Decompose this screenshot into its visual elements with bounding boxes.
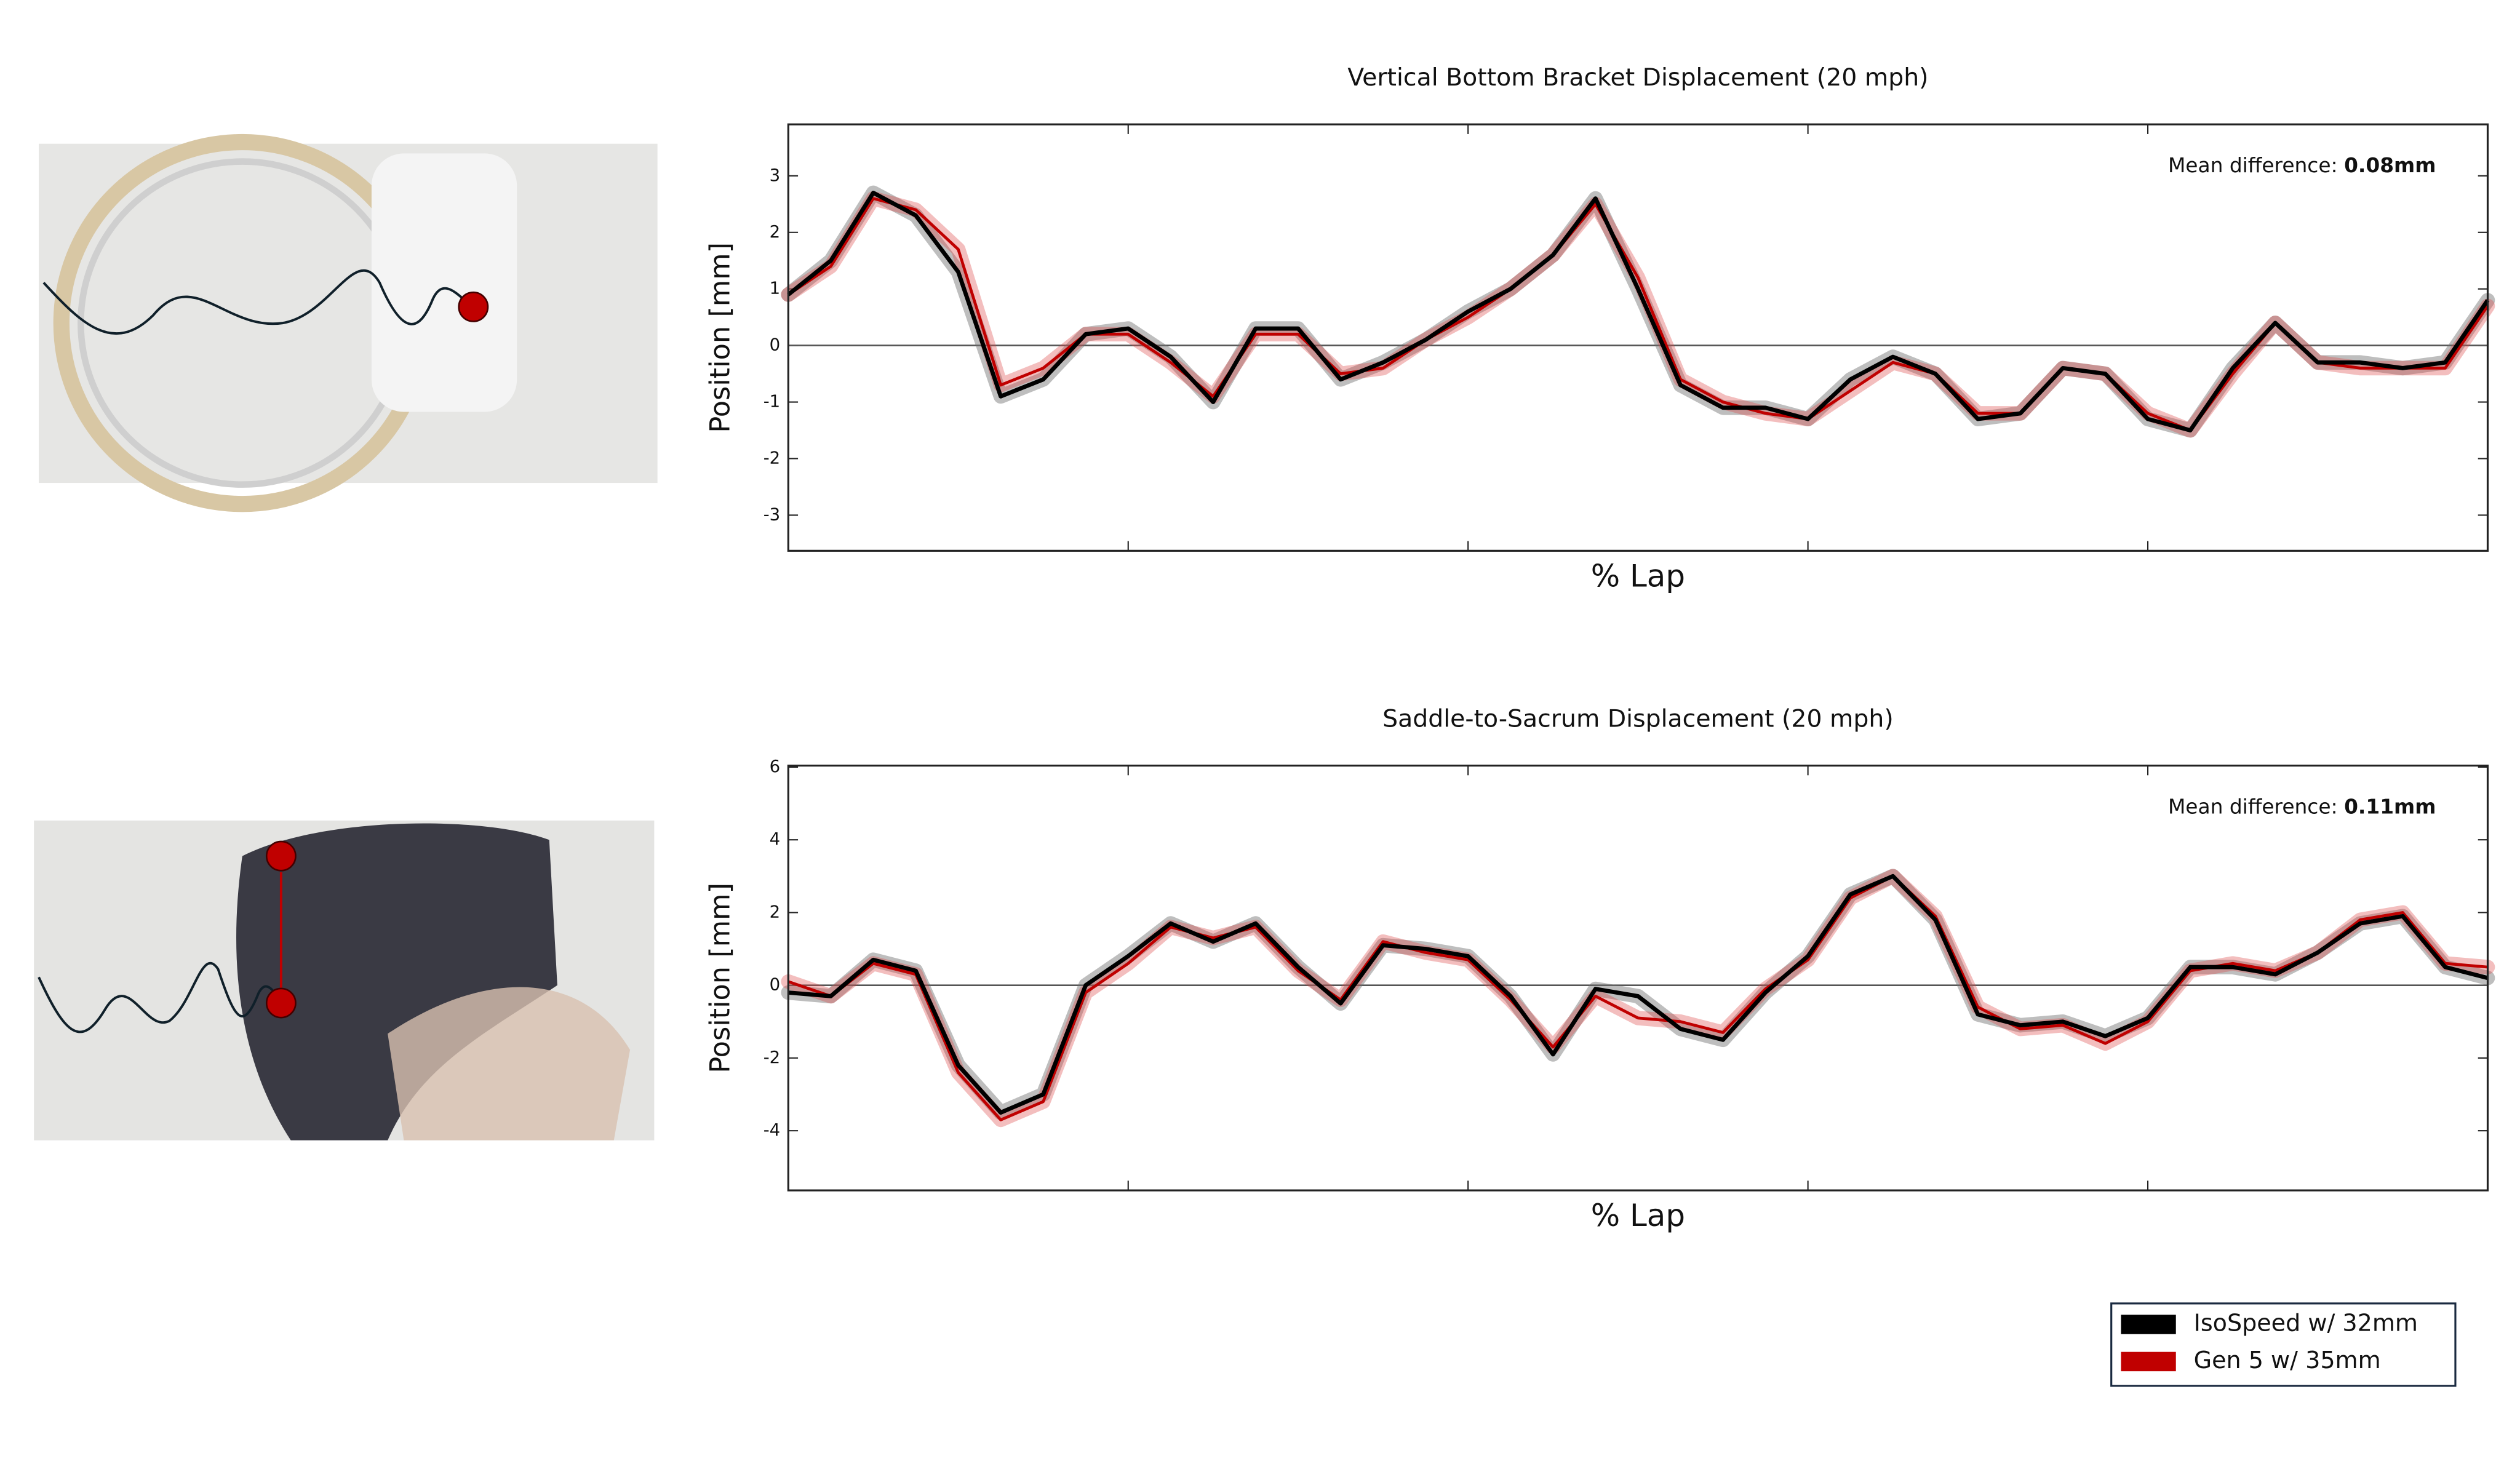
series-line xyxy=(787,191,2490,432)
x-axis-label: % Lap xyxy=(1591,558,1685,594)
plot-frame xyxy=(787,764,2489,1192)
y-tick-label: 1 xyxy=(770,279,781,298)
legend-swatch xyxy=(2121,1315,2176,1334)
shoe xyxy=(371,153,517,412)
annotation-value: 0.11mm xyxy=(2344,795,2436,818)
legend: IsoSpeed w/ 32mm Gen 5 w/ 35mm xyxy=(2110,1302,2457,1387)
illustration-saddle xyxy=(34,820,655,1141)
annotation-label: Mean difference: xyxy=(2168,795,2338,818)
y-axis-label: Position [mm] xyxy=(704,883,736,1073)
y-tick-label: 6 xyxy=(770,757,781,776)
y-tick-label: 4 xyxy=(770,829,781,849)
legend-label: Gen 5 w/ 35mm xyxy=(2194,1347,2381,1374)
y-tick-label: -3 xyxy=(764,504,780,524)
shorts xyxy=(236,823,557,1141)
y-tick-label: 0 xyxy=(770,335,781,355)
y-tick-label: -4 xyxy=(764,1120,780,1140)
y-axis-label: Position [mm] xyxy=(704,242,736,433)
marker-dot xyxy=(458,291,489,322)
y-tick-label: -2 xyxy=(764,448,780,468)
chart-title: Saddle-to-Sacrum Displacement (20 mph) xyxy=(1382,705,1894,733)
series-band xyxy=(781,191,2495,438)
annotation-label: Mean difference: xyxy=(2168,154,2338,177)
y-tick-label: 0 xyxy=(770,975,781,995)
plot-frame xyxy=(787,123,2489,552)
series-band xyxy=(781,185,2495,438)
y-tick-label: 3 xyxy=(770,165,781,185)
marker-dot xyxy=(265,987,297,1019)
chart-title: Vertical Bottom Bracket Displacement (20… xyxy=(1347,63,1928,92)
series-line xyxy=(788,197,2489,432)
y-tick-label: 2 xyxy=(770,902,781,922)
y-tick-label: 2 xyxy=(770,222,781,242)
annotation-value: 0.08mm xyxy=(2344,154,2436,177)
trace-curve xyxy=(38,962,282,1033)
trace-curve xyxy=(42,269,474,335)
x-axis-label: % Lap xyxy=(1591,1198,1685,1233)
photo xyxy=(39,143,658,484)
leg xyxy=(388,987,631,1141)
legend-label: IsoSpeed w/ 32mm xyxy=(2194,1310,2418,1337)
series-line xyxy=(788,874,2489,1115)
legend-swatch xyxy=(2121,1352,2176,1372)
illustration-bottom-bracket xyxy=(39,133,658,512)
y-tick-label: -1 xyxy=(764,392,780,412)
y-tick-label: -2 xyxy=(764,1048,780,1067)
marker-dot xyxy=(265,840,297,872)
